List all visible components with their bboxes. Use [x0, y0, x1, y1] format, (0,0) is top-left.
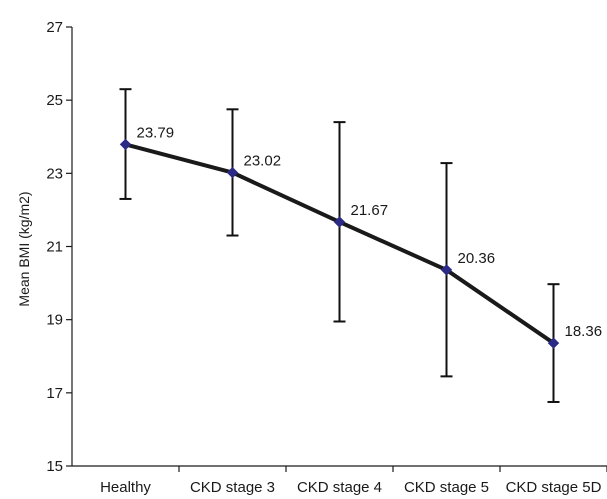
data-value-label: 23.02: [244, 153, 282, 170]
x-category-label: CKD stage 5: [404, 479, 489, 496]
data-point-marker: [440, 264, 453, 276]
y-tick-label: 23: [46, 165, 63, 182]
y-tick-label: 21: [46, 239, 63, 256]
y-tick-label: 17: [46, 385, 63, 402]
data-point-marker: [226, 166, 239, 179]
y-tick-label: 27: [46, 19, 63, 36]
x-category-label: CKD stage 4: [297, 479, 382, 496]
data-value-label: 18.36: [565, 323, 603, 340]
x-category-label: CKD stage 3: [190, 479, 275, 496]
y-tick-label: 15: [46, 458, 63, 475]
data-point-marker: [547, 337, 560, 349]
data-labels: 23.79 23.02 21.67 20.36 18.36: [137, 124, 603, 340]
data-point-marker: [119, 138, 132, 151]
data-markers: [119, 138, 560, 349]
error-bars: [119, 88, 560, 403]
axes: 15 17 19 21 23 25 27 Healthy CKD stage 3 CKD stag…: [46, 19, 607, 496]
y-tick-label: 19: [46, 312, 63, 329]
data-value-label: 21.67: [351, 202, 389, 219]
data-value-label: 23.79: [137, 124, 175, 141]
data-point-marker: [333, 216, 346, 228]
data-value-label: 20.36: [458, 250, 496, 267]
y-tick-label: 25: [46, 92, 63, 109]
x-category-label: CKD stage 5D: [506, 479, 602, 496]
x-category-label: Healthy: [100, 479, 151, 496]
y-axis-title: Mean BMI (kg/m2): [16, 191, 32, 306]
